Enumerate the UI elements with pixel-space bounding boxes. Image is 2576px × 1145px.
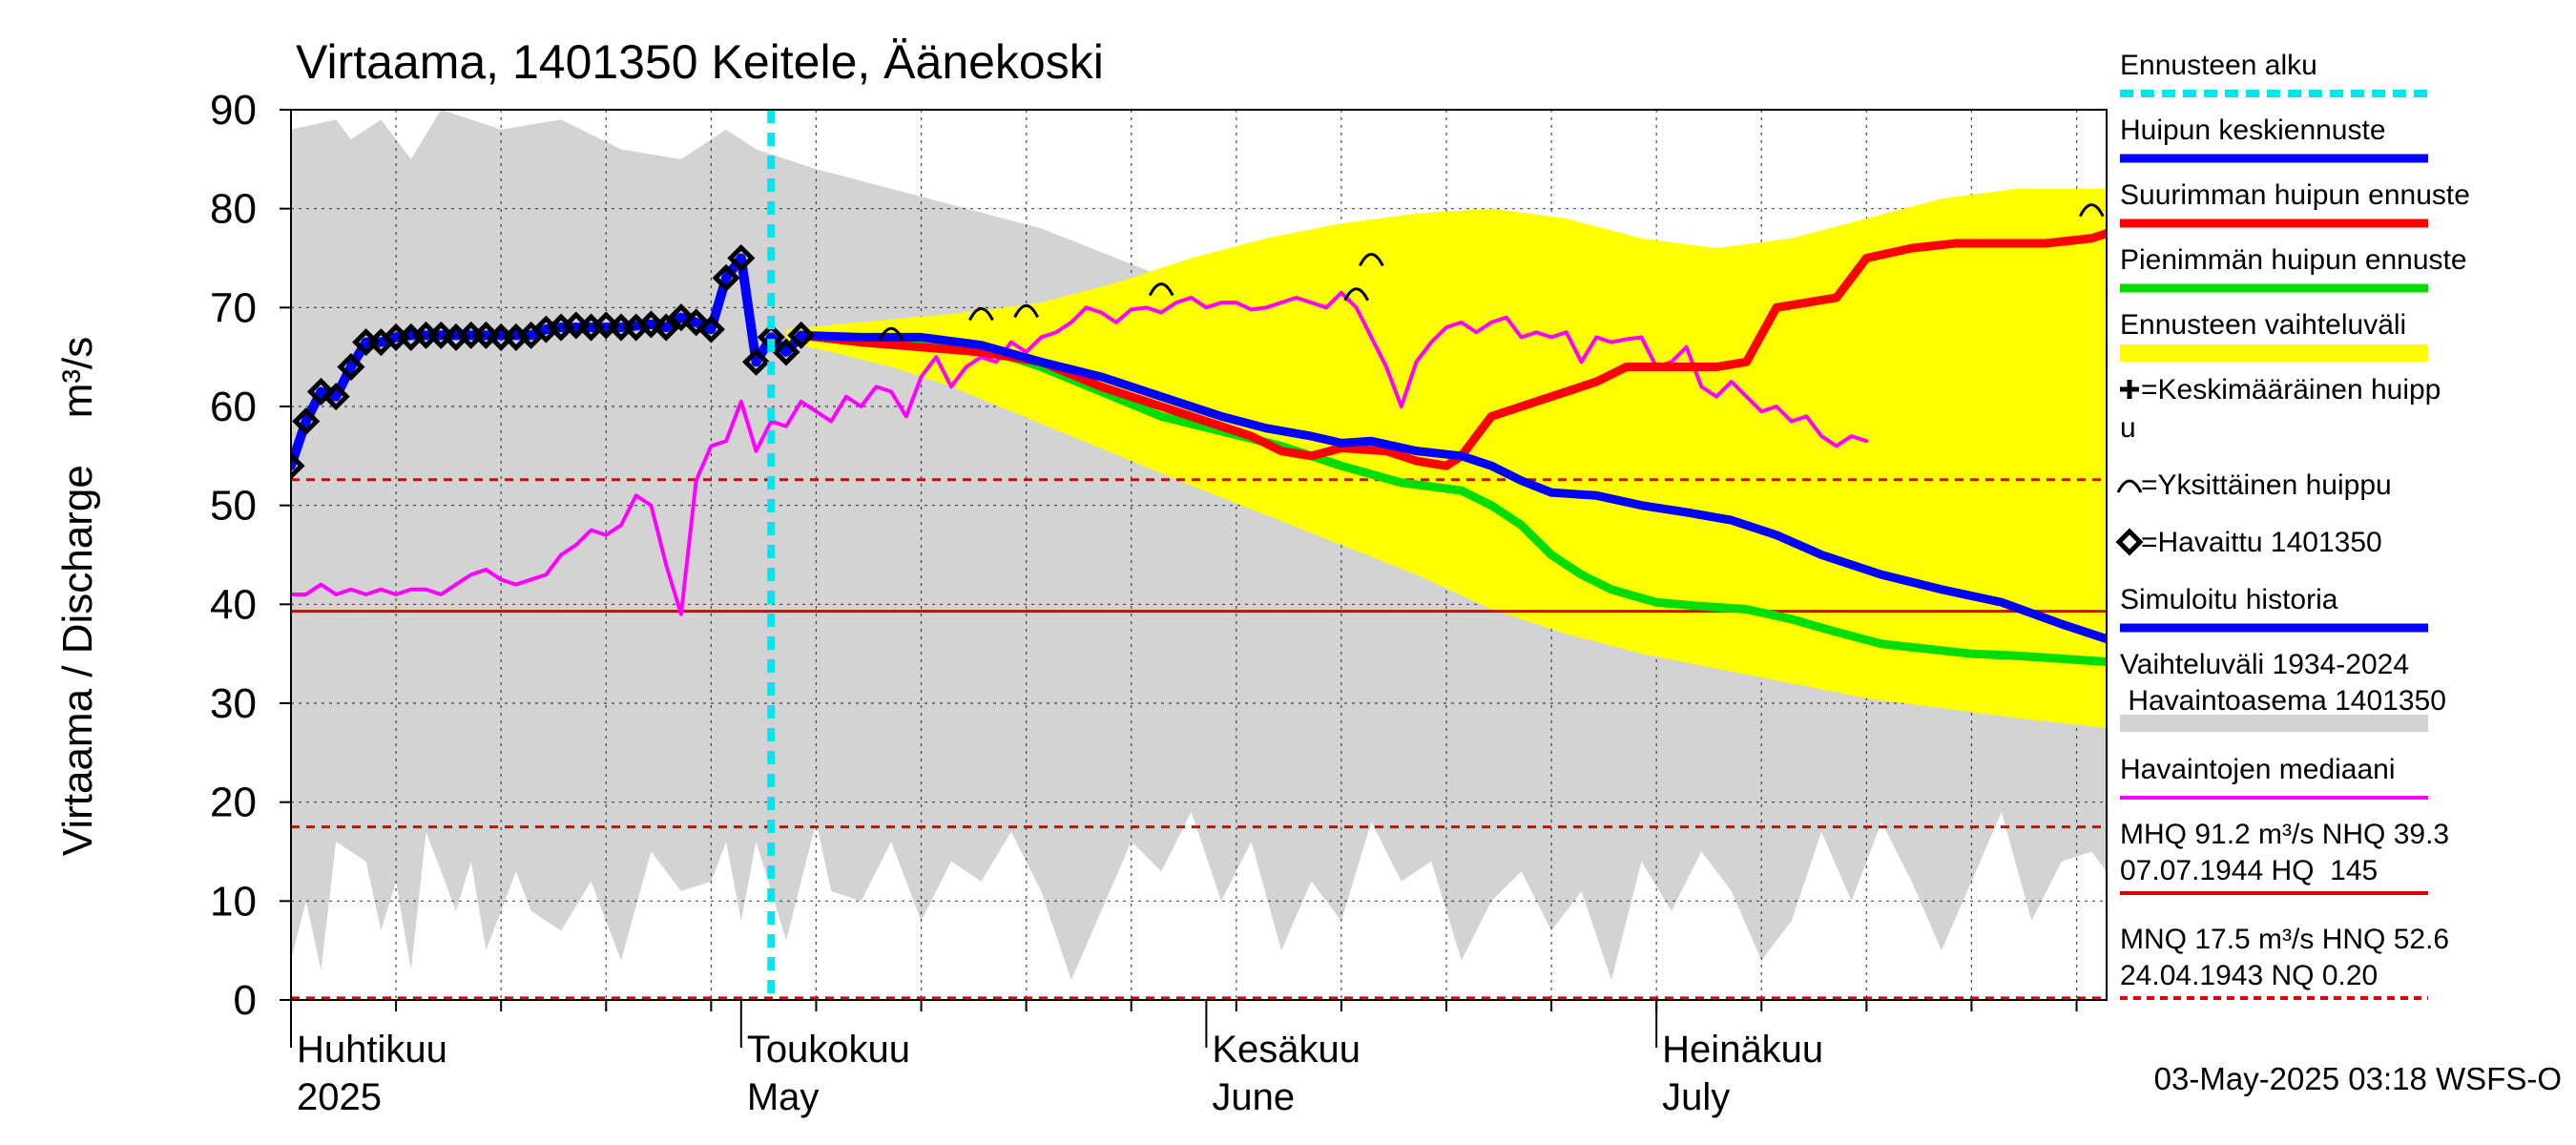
x-tick-label: 2025 [297,1076,382,1118]
chart-title: Virtaama, 1401350 Keitele, Äänekoski [296,35,1104,89]
observed-marker [306,377,335,406]
observed-marker [322,383,350,411]
historical-range-band [291,110,2107,981]
legend-swatch-band [2120,344,2428,362]
single-peak-marker [1343,287,1369,302]
observed-marker [727,243,756,273]
plot-content [291,110,2107,1000]
single-peak-marker [2078,203,2105,218]
legend-label: Vaihteluväli 1934-2024 [2120,649,2409,680]
legend-label: Huipun keskiennuste [2120,114,2386,146]
x-tick-label: July [1662,1076,1730,1118]
footer-timestamp: 03-May-2025 03:18 WSFS-O [2154,1061,2562,1096]
legend-label: Pienimmän huipun ennuste [2120,244,2467,276]
legend-label: 07.07.1944 HQ 145 [2120,855,2378,886]
single-peak-marker [1148,282,1174,297]
single-peak-marker [878,326,904,341]
series-line-simuloitu-historia [291,253,806,471]
x-tick-label: May [747,1076,820,1118]
legend-label: =Havaittu 1401350 [2141,527,2382,558]
legend: Ennusteen alku Huipun keskiennuste Suurimm… [2115,50,2470,1000]
observed-marker [712,263,740,292]
observed-marker [742,347,771,376]
y-tick-label: 50 [210,483,257,530]
y-axis-label: Virtaama / Discharge m³/s [54,337,101,856]
legend-swatch-band [2120,715,2428,732]
legend-label: u [2120,412,2136,444]
legend-label: =Keskimääräinen huipp [2141,374,2441,406]
legend-label: =Yksittäinen huippu [2141,469,2392,501]
y-tick-label: 70 [210,284,257,331]
series-line-suurimman-huipun-ennuste [797,228,2107,470]
observed-marker [636,310,665,339]
legend-symbol-arc [2116,479,2143,493]
legend-symbol-diamond [2115,528,2144,556]
observed-marker [292,407,321,436]
single-peak-marker [1359,253,1384,267]
legend-label: Havaintojen mediaani [2120,754,2396,785]
x-tick-label: Kesäkuu [1212,1029,1361,1071]
y-tick-label: 20 [210,780,257,826]
observed-marker [291,451,305,480]
plot-frame [290,109,2108,1001]
legend-label: Ennusteen alku [2120,50,2317,81]
observed-marker [682,308,711,337]
y-tick-label: 10 [210,878,257,925]
legend-label: Havaintoasema 1401350 [2120,685,2446,717]
y-tick-label: 30 [210,680,257,727]
series-line-pienimm-n-huipun-ennuste [797,330,2107,666]
observed-marker [337,352,365,382]
x-tick-label: June [1212,1076,1295,1118]
y-tick-label: 0 [234,977,257,1024]
observed-marker [652,313,680,342]
single-peak-marker [1013,303,1039,319]
observed-marker [667,303,696,332]
y-tick-label: 80 [210,186,257,233]
x-tick-label: Heinäkuu [1662,1029,1823,1071]
series-line-havaintojen-mediaani [291,290,1869,616]
legend-label: MNQ 17.5 m³/s HNQ 52.6 [2120,924,2449,955]
legend-label: MHQ 91.2 m³/s NHQ 39.3 [2120,819,2449,850]
y-tick-label: 40 [210,581,257,628]
legend-label: Simuloitu historia [2120,584,2338,615]
axes: 0 10 20 30 40 50 60 70 80 90 Huhtikuu 2025 Toukokuu M… [210,87,2108,1118]
y-tick-label: 90 [210,87,257,134]
observed-marker [696,315,725,344]
legend-label: 24.04.1943 NQ 0.20 [2120,960,2378,991]
single-peak-marker [968,307,994,322]
plot-area [291,110,2107,1000]
observed-marker [787,321,816,349]
legend-label: Suurimman huipun ennuste [2120,179,2470,211]
x-tick-label: Huhtikuu [297,1029,447,1071]
y-tick-label: 60 [210,384,257,430]
observed-marker [772,338,800,366]
legend-label: Ennusteen vaihteluväli [2120,309,2406,341]
series-line-huipun-keskiennuste [797,330,2107,644]
x-tick-label: Toukokuu [747,1029,910,1071]
